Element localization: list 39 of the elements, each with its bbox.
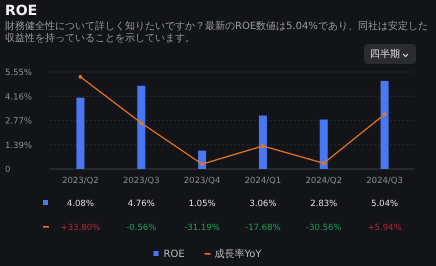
data-label: +5.94% xyxy=(368,223,402,233)
y-tick-label: 5.55% xyxy=(5,68,32,78)
chart-title: ROE xyxy=(5,3,38,19)
data-label: 1.05% xyxy=(188,199,216,209)
bar xyxy=(258,116,267,169)
x-tick-label: 2023/Q2 xyxy=(62,176,99,186)
data-label: 4.76% xyxy=(128,199,155,209)
y-tick-label: 4.16% xyxy=(5,92,32,102)
y-tick-label: 0 xyxy=(5,165,10,175)
data-label: 2.83% xyxy=(310,199,338,209)
x-tick-label: 2024/Q1 xyxy=(244,176,282,186)
text: 四半期 xyxy=(364,44,416,64)
point xyxy=(322,161,326,166)
x-tick-label: 2023/Q3 xyxy=(122,176,160,186)
bar xyxy=(380,80,389,169)
point xyxy=(382,112,386,116)
data-label: 4.08% xyxy=(66,199,94,209)
point xyxy=(200,162,204,166)
point xyxy=(261,144,265,148)
chart-subtitle: 財務健全性について詳しく知りたいですか？最新のROE数値は5.04%であり、同社は安定した収益性を持っていることを示しています。 xyxy=(5,21,429,45)
bar xyxy=(76,98,84,169)
y-tick-label: 1.39% xyxy=(5,140,32,151)
legend-label: ROE xyxy=(164,249,185,260)
x-tick-label: 2024/Q3 xyxy=(366,176,403,186)
x-tick-label: 2023/Q4 xyxy=(184,176,220,186)
data-label: -30.56% xyxy=(306,223,342,233)
data-label: 3.06% xyxy=(249,199,276,209)
data-label: -31.19% xyxy=(184,223,220,233)
data-label: -17.68% xyxy=(245,223,281,233)
bar xyxy=(320,120,328,169)
legend-label: 成長率YoY xyxy=(214,248,262,260)
bar xyxy=(137,86,146,169)
point xyxy=(78,75,82,79)
y-tick-label: 2.77% xyxy=(5,116,32,126)
data-label: -0.56% xyxy=(126,223,156,233)
x-tick-label: 2024/Q2 xyxy=(305,176,342,186)
point xyxy=(139,121,144,125)
data-label: 5.04% xyxy=(371,199,398,209)
data-label: +33.80% xyxy=(60,223,100,233)
